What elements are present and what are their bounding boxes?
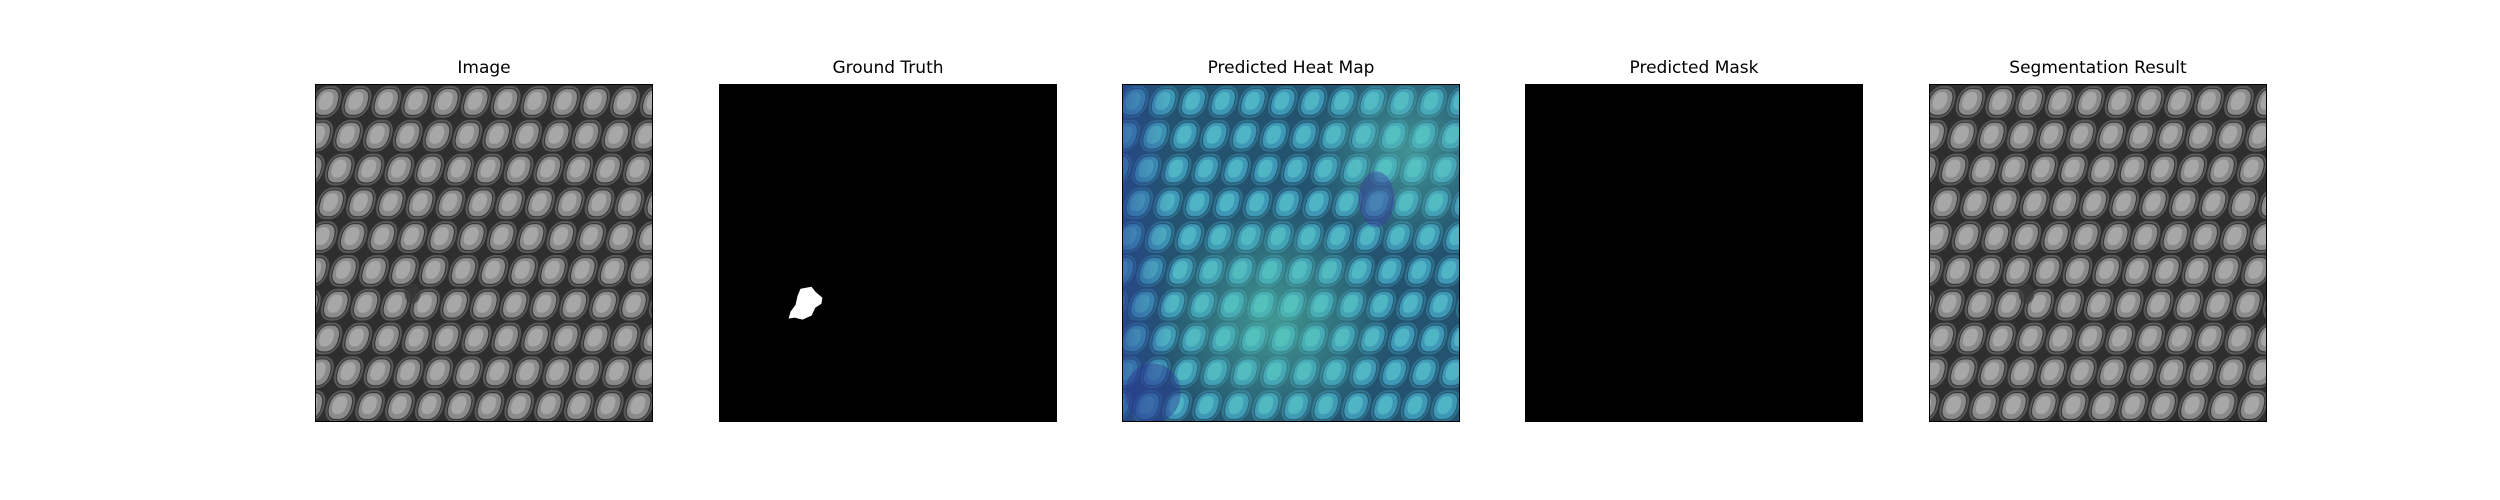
panel-title-predicted-mask: Predicted Mask [1629, 58, 1759, 78]
panel-title-segmentation-result: Segmentation Result [2009, 58, 2187, 78]
mesh-image [316, 85, 652, 421]
heat-map-panel [1122, 84, 1460, 422]
defect-spot [404, 283, 421, 304]
panel-title-ground-truth: Ground Truth [832, 58, 944, 78]
image-panel [315, 84, 653, 422]
panel-title-heat-map: Predicted Heat Map [1207, 58, 1375, 78]
ground-truth-panel [719, 84, 1057, 422]
segmentation-image [1930, 85, 2266, 421]
heat-map-overlay [1123, 85, 1459, 421]
segmentation-result-panel [1929, 84, 2267, 422]
predicted-mask-panel [1525, 84, 1863, 422]
panel-title-image: Image [457, 58, 511, 78]
ground-truth-mask [720, 85, 1056, 421]
defect-region [788, 286, 823, 320]
